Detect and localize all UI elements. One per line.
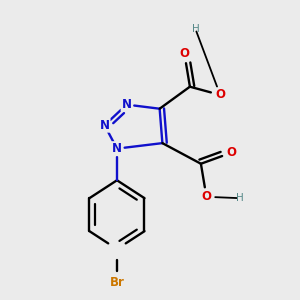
Text: O: O — [226, 146, 236, 159]
Text: O: O — [201, 190, 212, 203]
Text: N: N — [100, 119, 110, 132]
Text: O: O — [179, 47, 189, 60]
Text: H: H — [236, 193, 243, 203]
Text: Br: Br — [110, 276, 124, 289]
Text: H: H — [191, 24, 199, 34]
Text: O: O — [215, 88, 225, 101]
Text: N: N — [122, 98, 132, 111]
Text: N: N — [112, 142, 122, 155]
